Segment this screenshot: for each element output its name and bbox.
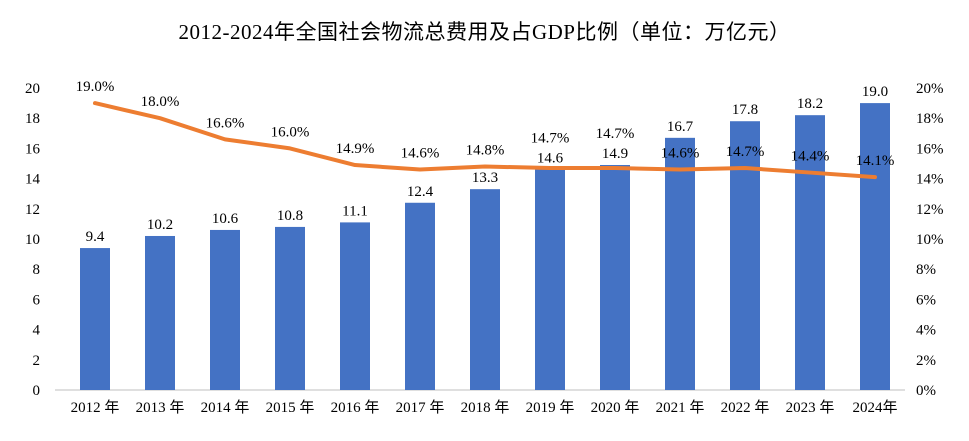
x-axis-category-label: 2022 年 — [721, 399, 770, 416]
bar-value-label: 18.2 — [797, 96, 823, 112]
bar-value-label: 11.1 — [342, 203, 368, 219]
bar-2014年 — [210, 229, 240, 390]
bar-value-label: 13.3 — [472, 170, 498, 186]
line-percent-label: 14.6% — [401, 146, 440, 162]
x-axis-category-label: 2020 年 — [591, 399, 640, 416]
bar-2012年 — [80, 248, 110, 390]
right-axis-tick-label: 16% — [916, 141, 944, 157]
bar-2023年 — [795, 115, 825, 391]
left-axis-tick-label: 18 — [25, 111, 40, 127]
bar-2016年 — [340, 222, 370, 390]
bar-value-label: 16.7 — [667, 119, 694, 135]
right-axis-tick-label: 14% — [916, 172, 944, 188]
right-axis-tick-label: 20% — [916, 81, 944, 97]
bar-2021年 — [665, 137, 695, 390]
bar-value-label: 19.0 — [862, 84, 888, 100]
line-percent-label: 14.6% — [661, 146, 700, 162]
x-axis-category-label: 2024年 — [852, 399, 897, 416]
line-percent-label: 19.0% — [76, 79, 115, 95]
right-axis-tick-label: 8% — [916, 262, 936, 278]
bar-value-label: 14.9 — [602, 146, 628, 162]
x-axis-category-label: 2017 年 — [396, 399, 445, 416]
bar-2019年 — [535, 169, 565, 390]
right-axis-tick-label: 2% — [916, 353, 936, 369]
line-percent-label: 16.0% — [271, 124, 310, 140]
x-axis-category-label: 2016 年 — [331, 399, 380, 416]
left-axis-tick-label: 6 — [33, 292, 41, 308]
right-axis-tick-label: 18% — [916, 111, 944, 127]
bar-2020年 — [600, 165, 630, 390]
x-axis-category-label: 2018 年 — [461, 399, 510, 416]
bar-value-label: 10.8 — [277, 208, 303, 224]
right-axis-tick-label: 0% — [916, 383, 936, 399]
bar-2022年 — [730, 121, 760, 390]
bar-value-label: 17.8 — [732, 102, 758, 118]
bar-value-label: 14.6 — [537, 151, 564, 167]
line-percent-label: 14.8% — [466, 143, 505, 159]
left-axis-tick-label: 14 — [25, 172, 41, 188]
line-percent-label: 14.1% — [856, 153, 895, 169]
x-axis-category-label: 2015 年 — [266, 399, 315, 416]
line-percent-label: 14.9% — [336, 141, 375, 157]
left-axis-tick-label: 20 — [25, 81, 40, 97]
left-axis-tick-label: 16 — [25, 141, 41, 157]
line-percent-label: 14.7% — [726, 144, 765, 160]
right-axis-tick-label: 6% — [916, 292, 936, 308]
bar-value-label: 10.2 — [147, 217, 173, 233]
bar-2024年 — [860, 103, 890, 390]
bar-2018年 — [470, 189, 500, 390]
line-percent-label: 14.4% — [791, 149, 830, 165]
right-axis-tick-label: 4% — [916, 323, 936, 339]
x-axis-category-label: 2019 年 — [526, 399, 575, 416]
line-percent-label: 14.7% — [531, 131, 570, 147]
right-axis-tick-label: 12% — [916, 202, 944, 218]
left-axis-tick-label: 2 — [33, 353, 41, 369]
x-axis-category-label: 2014 年 — [201, 399, 250, 416]
left-axis-tick-label: 4 — [33, 323, 41, 339]
bar-value-label: 10.6 — [212, 211, 239, 227]
left-axis-tick-label: 12 — [25, 202, 40, 218]
bar-2017年 — [405, 202, 435, 390]
bar-value-label: 9.4 — [86, 229, 105, 245]
bar-value-label: 12.4 — [407, 184, 434, 200]
left-axis-tick-label: 10 — [25, 232, 40, 248]
x-axis-category-label: 2013 年 — [136, 399, 185, 416]
bar-2013年 — [145, 235, 175, 390]
chart-title: 2012-2024年全国社会物流总费用及占GDP比例（单位：万亿元） — [178, 20, 791, 44]
right-axis-tick-label: 10% — [916, 232, 944, 248]
x-axis-category-label: 2012 年 — [71, 399, 120, 416]
x-axis-category-label: 2023 年 — [786, 399, 835, 416]
gdp-ratio-line — [93, 101, 877, 180]
bar-2015年 — [275, 226, 305, 390]
line-percent-label: 14.7% — [596, 126, 635, 142]
line-percent-label: 16.6% — [206, 115, 245, 131]
left-axis-tick-label: 0 — [33, 383, 41, 399]
line-percent-label: 18.0% — [141, 94, 180, 110]
x-axis-category-label: 2021 年 — [656, 399, 705, 416]
left-axis-tick-label: 8 — [33, 262, 41, 278]
